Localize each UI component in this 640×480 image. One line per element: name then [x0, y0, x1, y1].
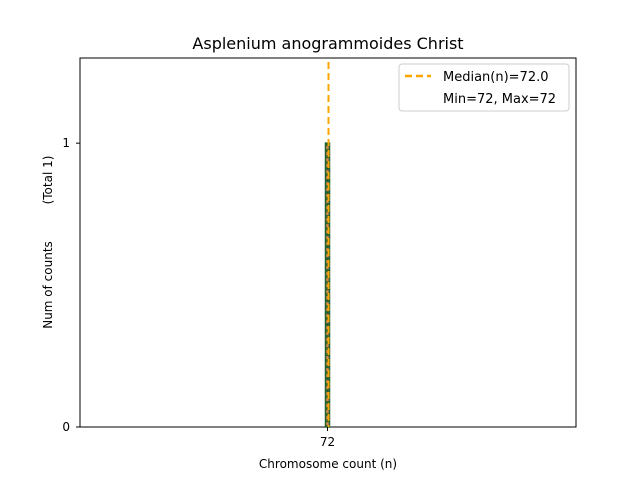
- y-axis-label: Num of counts: [41, 241, 55, 329]
- y-tick-label-1: 1: [62, 136, 70, 150]
- x-tick-label-72: 72: [320, 435, 335, 449]
- x-ticks: 72: [320, 427, 335, 449]
- y-ticks: 01: [62, 136, 80, 434]
- y-axis-total-label: (Total 1): [41, 156, 55, 205]
- x-axis-label: Chromosome count (n): [259, 457, 397, 471]
- chart-title: Asplenium anogrammoides Christ: [192, 34, 463, 53]
- bars-layer: [80, 142, 340, 428]
- legend-box: [398, 63, 570, 112]
- legend: Median(n)=72.0 Min=72, Max=72: [398, 63, 570, 112]
- legend-minmax-label: Min=72, Max=72: [443, 92, 556, 107]
- legend-median-label: Median(n)=72.0: [443, 70, 549, 85]
- y-tick-label-0: 0: [62, 420, 70, 434]
